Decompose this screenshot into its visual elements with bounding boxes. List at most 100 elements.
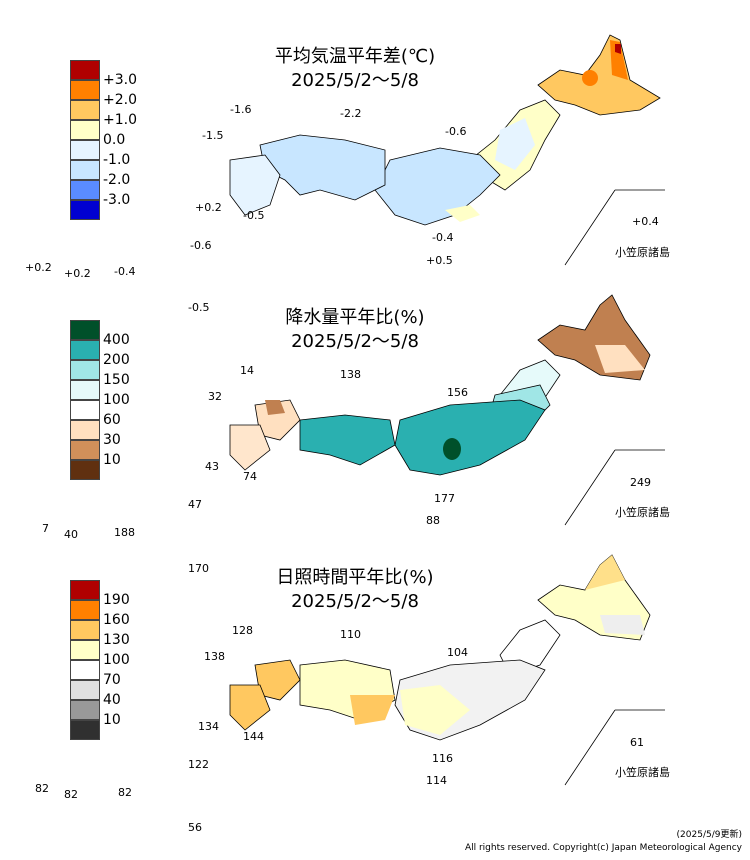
station-value: 128: [232, 624, 253, 637]
legend-label: 70: [103, 672, 121, 688]
legend-label: +2.0: [103, 92, 137, 108]
legend-label: 100: [103, 392, 130, 408]
station-value: +0.2: [195, 201, 222, 214]
legend-swatch: [70, 660, 100, 680]
station-value: -0.6: [190, 239, 212, 252]
map-title: 降水量平年比(%): [285, 307, 425, 328]
station-value: 138: [204, 650, 225, 663]
station-value: 144: [243, 730, 264, 743]
station-value: -2.2: [340, 107, 362, 120]
map-period: 2025/5/2～5/8: [291, 70, 419, 91]
station-value: 122: [188, 758, 209, 771]
legend-label: -3.0: [103, 192, 131, 208]
precipitation-panel: 降水量平年比(%) 2025/5/2～5/8 400 200 150 100 6…: [0, 285, 750, 545]
station-value: 114: [426, 774, 447, 787]
station-value: 116: [432, 752, 453, 765]
station-value: 88: [426, 514, 440, 527]
copyright: All rights reserved. Copyright(c) Japan …: [464, 843, 742, 853]
legend-label: 40: [103, 692, 121, 708]
legend-label: -1.0: [103, 152, 131, 168]
station-value: +0.5: [426, 254, 453, 267]
station-value: -0.4: [432, 231, 454, 244]
legend-swatch: [70, 700, 100, 720]
map-period: 2025/5/2～5/8: [291, 331, 419, 352]
legend-swatch: [70, 600, 100, 620]
ogasawara-label: 小笠原諸島: [615, 766, 670, 779]
legend-swatch: [70, 320, 100, 340]
station-value: 177: [434, 492, 455, 505]
sunshine-panel: 日照時間平年比(%) 2025/5/2～5/8 190 160 130 100 …: [0, 545, 750, 834]
legend-swatch: [70, 380, 100, 400]
legend-label: +3.0: [103, 72, 137, 88]
legend-label: -2.0: [103, 172, 131, 188]
station-value: -0.5: [243, 209, 265, 222]
ogasawara-label: 小笠原諸島: [615, 506, 670, 519]
legend-label: 150: [103, 372, 130, 388]
station-value: -1.5: [202, 129, 224, 142]
temperature-panel: 平均気温平年差(℃) 2025/5/2～5/8 +3.0 +2.0 +1.0 0…: [0, 0, 750, 314]
precipitation-map: [229, 294, 665, 526]
temperature-map: [229, 34, 665, 266]
station-value: 82: [64, 788, 78, 801]
legend-label: 200: [103, 352, 130, 368]
legend-swatch: [70, 420, 100, 440]
station-value: -1.6: [230, 103, 252, 116]
ogasawara-label: 小笠原諸島: [615, 246, 670, 259]
station-value: 110: [340, 628, 361, 641]
station-value: -0.6: [445, 125, 467, 138]
legend-swatch: [70, 720, 100, 740]
station-value: 138: [340, 368, 361, 381]
station-value: 104: [447, 646, 468, 659]
station-value: 61: [630, 736, 644, 749]
legend-swatch: [70, 80, 100, 100]
station-value: +0.2: [25, 261, 52, 274]
station-value: +0.2: [64, 267, 91, 280]
station-value: 82: [118, 786, 132, 799]
legend-swatch: [70, 120, 100, 140]
legend-swatch: [70, 440, 100, 460]
station-value: 47: [188, 498, 202, 511]
station-value: 7: [42, 522, 49, 535]
station-value: 188: [114, 526, 135, 539]
legend-label: 60: [103, 412, 121, 428]
legend-swatch: [70, 360, 100, 380]
legend-label: 30: [103, 432, 121, 448]
legend-label: 10: [103, 452, 121, 468]
map-period: 2025/5/2～5/8: [291, 591, 419, 612]
station-value: -0.5: [188, 301, 210, 314]
legend-swatch: [70, 200, 100, 220]
legend-swatch: [70, 60, 100, 80]
station-value: 156: [447, 386, 468, 399]
legend-label: +1.0: [103, 112, 137, 128]
legend-swatch: [70, 640, 100, 660]
station-value: 134: [198, 720, 219, 733]
station-value: 56: [188, 821, 202, 834]
legend-label: 0.0: [103, 132, 126, 148]
station-value: 14: [240, 364, 254, 377]
station-value: -0.4: [114, 265, 136, 278]
station-value: +0.4: [632, 215, 659, 228]
legend-swatch: [70, 180, 100, 200]
station-value: 249: [630, 476, 651, 489]
sunshine-map: [229, 554, 665, 786]
legend-swatch: [70, 680, 100, 700]
legend-label: 160: [103, 612, 130, 628]
legend-swatch: [70, 340, 100, 360]
map-title: 日照時間平年比(%): [276, 567, 434, 588]
legend-swatch: [70, 160, 100, 180]
station-value: 74: [243, 470, 257, 483]
legend-swatch: [70, 580, 100, 600]
legend-swatch: [70, 100, 100, 120]
station-value: 40: [64, 528, 78, 541]
legend-label: 400: [103, 332, 130, 348]
legend-swatch: [70, 400, 100, 420]
station-value: 170: [188, 562, 209, 575]
station-value: 43: [205, 460, 219, 473]
station-value: 32: [208, 390, 222, 403]
legend-swatch: [70, 140, 100, 160]
legend-label: 100: [103, 652, 130, 668]
map-title: 平均気温平年差(℃): [274, 46, 436, 67]
legend-label: 190: [103, 592, 130, 608]
legend-swatch: [70, 460, 100, 480]
legend-label: 130: [103, 632, 130, 648]
